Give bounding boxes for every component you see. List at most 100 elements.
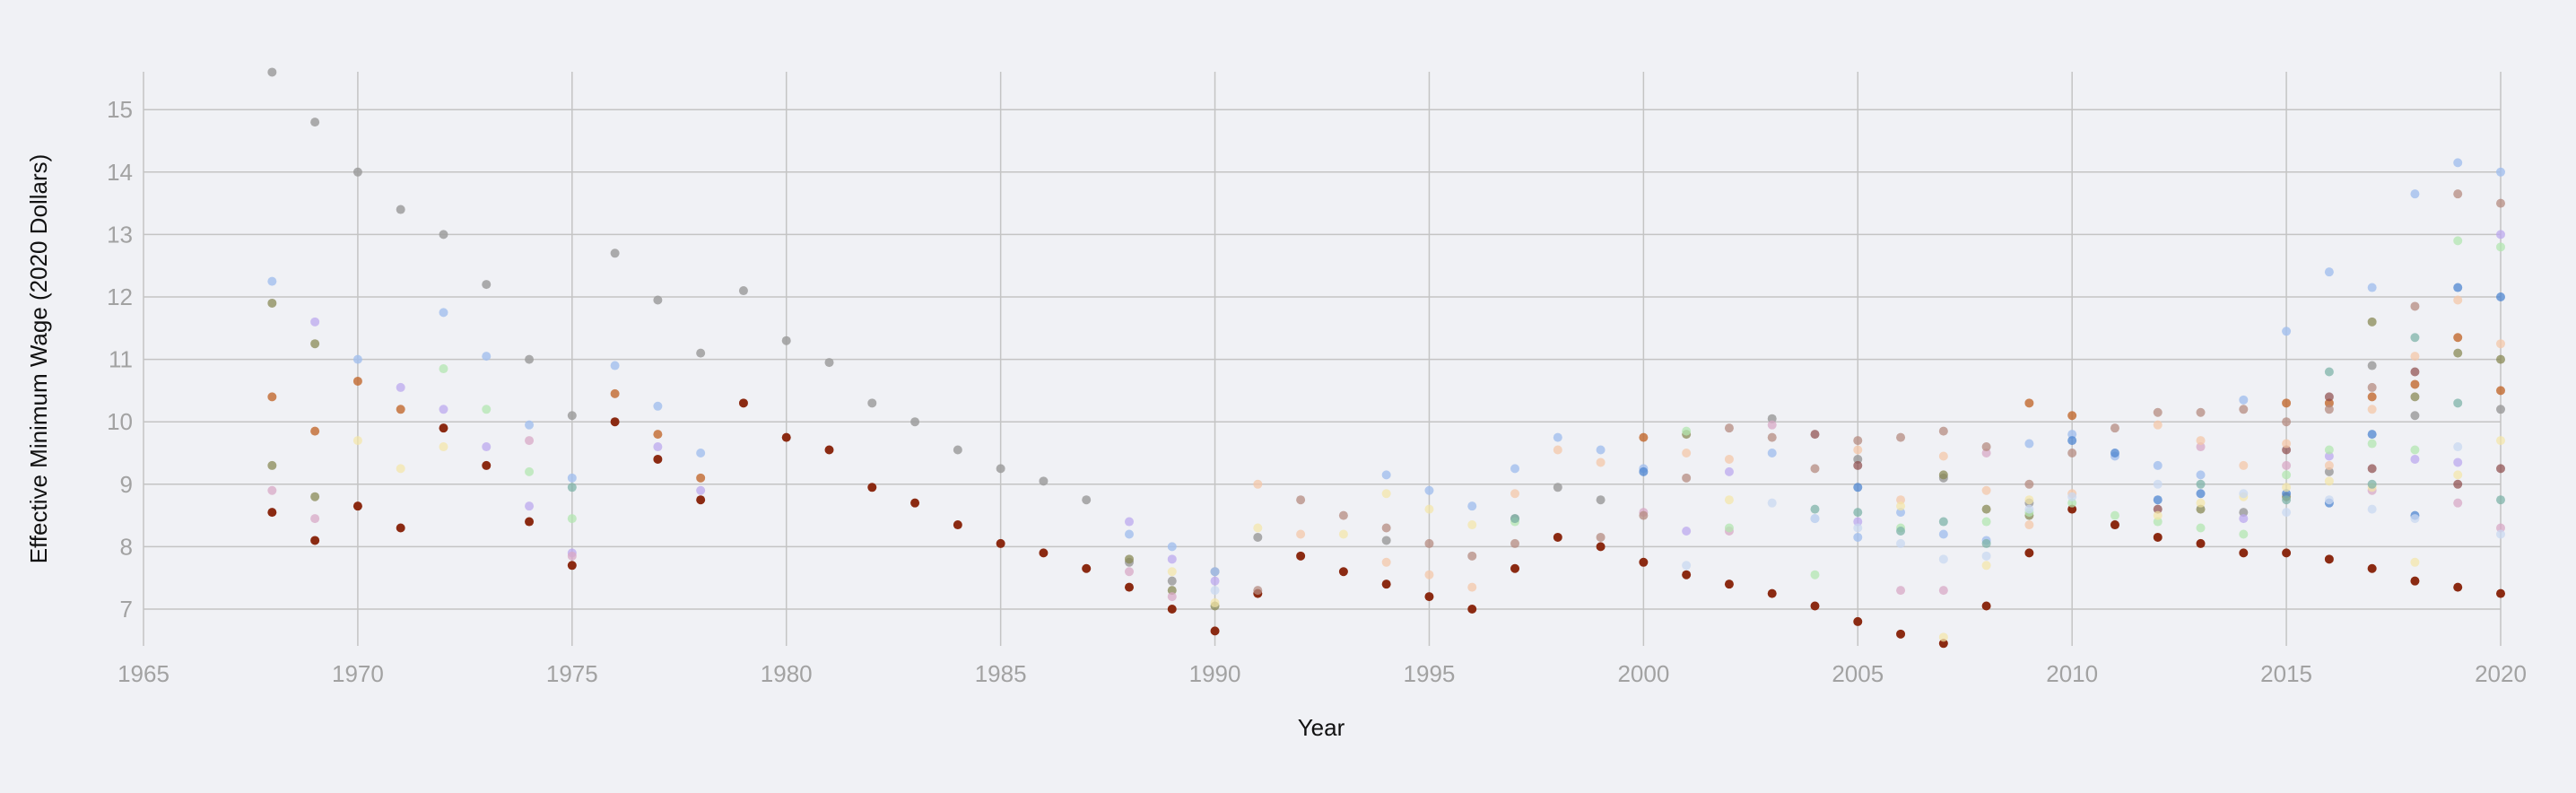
x-tick-label: 1975 xyxy=(546,660,598,687)
data-point xyxy=(2496,242,2505,252)
data-point xyxy=(267,298,277,308)
data-point xyxy=(482,460,492,470)
data-point xyxy=(1938,554,1948,564)
data-point xyxy=(1467,551,1477,561)
data-point xyxy=(1981,449,1991,458)
data-point xyxy=(610,361,620,370)
data-point xyxy=(1938,529,1948,539)
data-point xyxy=(2196,479,2206,489)
data-point xyxy=(1810,514,1820,524)
data-point xyxy=(2453,158,2463,168)
data-point xyxy=(2282,417,2292,427)
data-point xyxy=(2496,464,2505,474)
data-point xyxy=(1682,449,1692,458)
data-point xyxy=(2153,495,2163,505)
data-point xyxy=(1424,538,1434,548)
data-point xyxy=(2410,576,2420,586)
data-point xyxy=(396,405,405,414)
data-point xyxy=(1596,458,1606,467)
data-point xyxy=(439,308,448,318)
data-point xyxy=(2496,167,2505,177)
data-point xyxy=(1682,473,1692,483)
data-point xyxy=(1639,557,1649,567)
y-tick-label: 12 xyxy=(107,283,133,310)
data-point xyxy=(2024,439,2034,449)
data-point xyxy=(2496,436,2505,446)
data-point xyxy=(352,354,362,364)
data-point xyxy=(2324,267,2334,277)
data-point xyxy=(653,401,663,411)
data-point xyxy=(2067,504,2077,514)
data-point xyxy=(2324,460,2334,470)
data-point xyxy=(1124,582,1134,592)
data-point xyxy=(1724,495,1734,505)
data-point xyxy=(2367,405,2377,414)
data-point xyxy=(2496,339,2505,349)
data-point xyxy=(2153,517,2163,527)
data-point xyxy=(2196,523,2206,533)
data-point xyxy=(2453,333,2463,343)
data-point xyxy=(1039,548,1049,558)
data-point xyxy=(2367,430,2377,440)
data-point xyxy=(396,205,405,214)
data-point xyxy=(310,317,320,327)
data-point xyxy=(1381,536,1391,545)
data-point xyxy=(2324,476,2334,486)
data-point xyxy=(1981,517,1991,527)
data-point xyxy=(525,420,535,430)
y-tick-label: 10 xyxy=(107,408,133,435)
data-point xyxy=(2282,483,2292,492)
data-point xyxy=(2410,352,2420,362)
data-point xyxy=(1510,464,1520,474)
data-point xyxy=(696,495,706,505)
data-point xyxy=(1381,489,1391,499)
data-point xyxy=(1896,586,1906,596)
y-tick-label: 14 xyxy=(107,159,133,186)
data-point xyxy=(2367,563,2377,573)
data-point xyxy=(1467,520,1477,530)
data-point xyxy=(310,339,320,349)
data-point xyxy=(1896,538,1906,548)
data-point xyxy=(1338,567,1348,577)
data-point xyxy=(1810,570,1820,580)
data-point xyxy=(653,430,663,440)
data-point xyxy=(2239,529,2249,539)
data-point xyxy=(2196,436,2206,446)
data-point xyxy=(482,405,492,414)
data-point xyxy=(567,514,577,524)
data-point xyxy=(2239,508,2249,518)
data-point xyxy=(2282,508,2292,518)
data-point xyxy=(2410,514,2420,524)
data-point xyxy=(2239,514,2249,524)
data-point xyxy=(1853,616,1863,626)
data-point xyxy=(396,382,405,392)
data-point xyxy=(2453,479,2463,489)
data-point xyxy=(1124,529,1134,539)
data-point xyxy=(1810,430,1820,440)
data-point xyxy=(2453,189,2463,199)
data-point xyxy=(1424,504,1434,514)
data-point xyxy=(2453,398,2463,408)
data-point xyxy=(1938,451,1948,461)
data-point xyxy=(953,520,962,530)
data-point xyxy=(1981,485,1991,495)
data-point xyxy=(2196,498,2206,508)
data-point xyxy=(310,514,320,524)
data-point xyxy=(2367,283,2377,292)
data-point xyxy=(1467,501,1477,511)
data-point xyxy=(867,398,877,408)
data-point xyxy=(567,411,577,421)
data-point xyxy=(653,454,663,464)
data-point xyxy=(482,442,492,452)
data-point xyxy=(1381,470,1391,480)
data-point xyxy=(439,442,448,452)
y-tick-label: 8 xyxy=(120,533,133,560)
data-point xyxy=(1253,523,1263,533)
data-point xyxy=(1682,561,1692,571)
data-point xyxy=(2024,495,2034,505)
data-point xyxy=(1082,495,1092,505)
data-point xyxy=(1853,445,1863,455)
data-point xyxy=(1167,554,1177,564)
data-point xyxy=(525,466,535,476)
data-point xyxy=(610,388,620,398)
